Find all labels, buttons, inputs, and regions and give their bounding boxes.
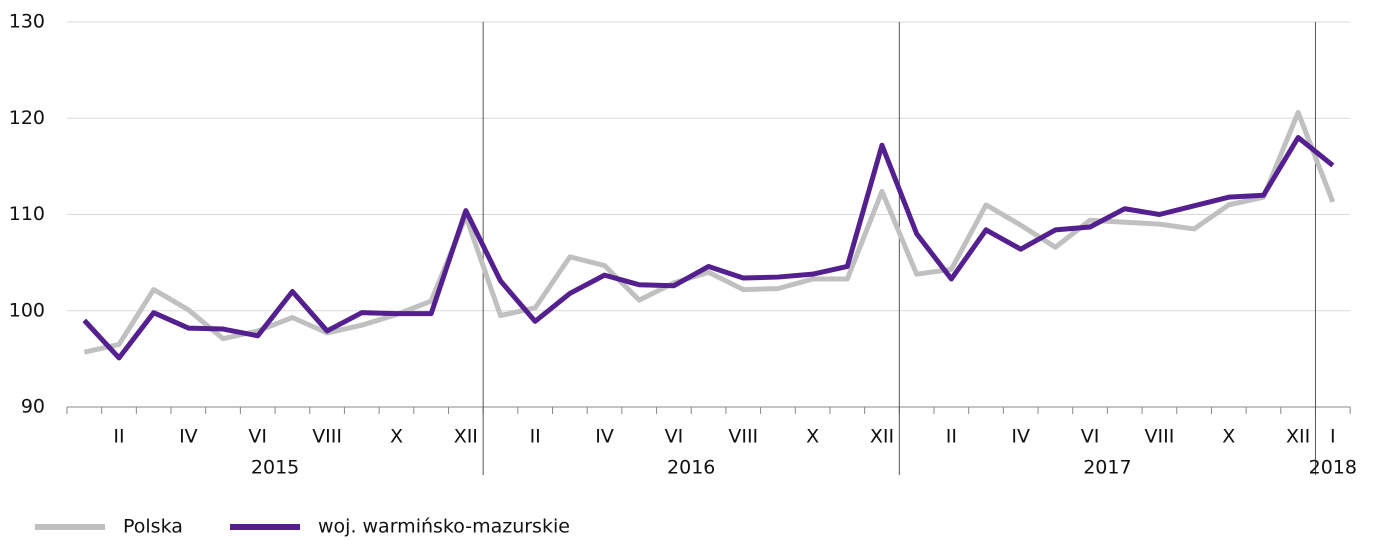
- x-tick-label: XII: [870, 426, 894, 448]
- y-tick-label: 90: [21, 396, 45, 418]
- x-tick-label: VI: [248, 426, 267, 448]
- x-tick-label: XII: [1286, 426, 1310, 448]
- y-tick-label: 100: [9, 299, 45, 321]
- legend-label: Polska: [123, 516, 183, 538]
- x-tick-label: VIII: [728, 426, 758, 448]
- x-tick-label: VI: [1081, 426, 1100, 448]
- y-tick-label: 120: [9, 107, 45, 129]
- x-tick-label: VI: [665, 426, 684, 448]
- x-tick-label: II: [113, 426, 124, 448]
- group-label: 2017: [1083, 457, 1131, 479]
- x-tick-label: X: [1222, 426, 1235, 448]
- group-label: 2018: [1309, 457, 1357, 479]
- series-line: [82, 135, 1335, 361]
- series-line: [83, 109, 1336, 355]
- x-tick-label: VIII: [1145, 426, 1175, 448]
- x-tick-label: II: [946, 426, 957, 448]
- group-label: 2016: [667, 457, 715, 479]
- x-tick-label: X: [390, 426, 403, 448]
- x-tick-label: VIII: [312, 426, 342, 448]
- group-label: 2015: [251, 457, 299, 479]
- x-tick-label: IV: [1011, 426, 1030, 448]
- y-tick-label: 130: [9, 11, 45, 33]
- x-tick-label: I: [1330, 426, 1336, 448]
- legend-label: woj. warmińsko-mazurskie: [318, 516, 570, 538]
- x-tick-label: IV: [179, 426, 198, 448]
- y-tick-label: 110: [9, 203, 45, 225]
- x-tick-label: IV: [595, 426, 614, 448]
- x-tick-label: X: [806, 426, 819, 448]
- x-tick-label: II: [530, 426, 541, 448]
- x-tick-label: XII: [454, 426, 478, 448]
